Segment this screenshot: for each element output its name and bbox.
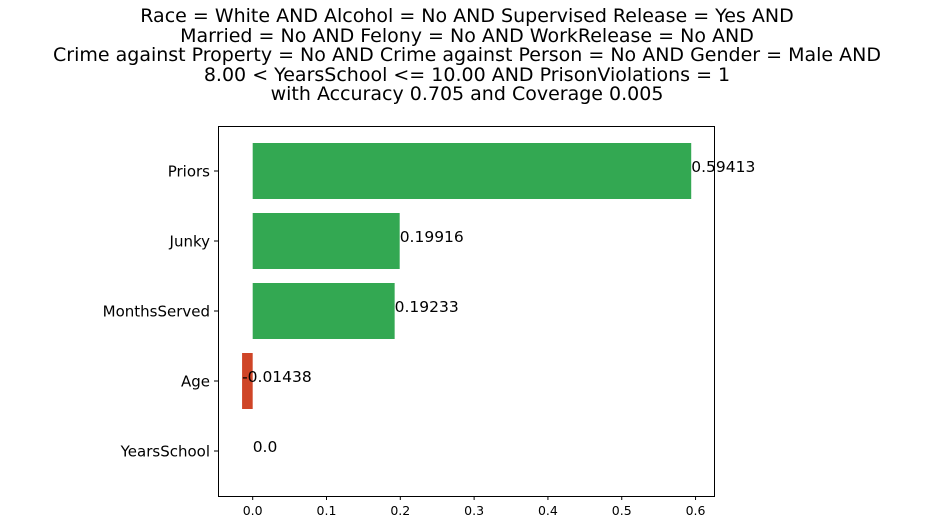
chart-title: Race = White AND Alcohol = No AND Superv… (0, 5, 934, 106)
x-tick-label: 0.0 (243, 503, 263, 518)
data-label-junky: 0.19916 (400, 228, 464, 246)
chart-title-line: Crime against Property = No AND Crime ag… (53, 44, 881, 67)
chart-title-line: Race = White AND Alcohol = No AND Superv… (140, 5, 794, 27)
y-tick-label-monthsserved: MonthsServed (103, 303, 210, 321)
chart-title-line: with Accuracy 0.705 and Coverage 0.005 (270, 83, 664, 106)
x-tick-label: 0.5 (612, 503, 632, 518)
bar-priors (252, 143, 692, 199)
data-label-monthsserved: 0.19233 (395, 298, 459, 316)
x-tick-label: 0.4 (538, 503, 558, 518)
chart-title-line: Married = No AND Felony = No AND WorkRel… (180, 24, 754, 47)
y-tick-label-priors: Priors (168, 163, 210, 181)
data-labels-group: 0.59413 0.19916 0.19233 -0.01438 0.0 (242, 158, 755, 456)
y-tick-label-junky: Junky (169, 233, 211, 251)
bar-monthsserved (252, 283, 395, 339)
x-tick-label: 0.2 (390, 503, 410, 518)
plot-frame (218, 126, 715, 497)
bars-group (242, 143, 692, 409)
y-tick-label-yearsschool: YearsSchool (120, 443, 210, 461)
bar-junky (252, 213, 400, 269)
x-axis: 0.0 0.1 0.2 0.3 0.4 0.5 0.6 (243, 496, 706, 518)
x-tick-label: 0.3 (464, 503, 484, 518)
x-tick-label: 0.1 (317, 503, 337, 518)
data-label-yearsschool: 0.0 (253, 438, 278, 456)
x-tick-label: 0.6 (686, 503, 706, 518)
chart-title-line: 8.00 < YearsSchool <= 10.00 AND PrisonVi… (203, 63, 731, 86)
data-label-priors: 0.59413 (691, 158, 755, 176)
data-label-age: -0.01438 (242, 368, 312, 386)
bar-age (242, 353, 253, 409)
y-axis: Priors Junky MonthsServed Age YearsSchool (103, 163, 218, 461)
y-tick-label-age: Age (181, 373, 210, 391)
